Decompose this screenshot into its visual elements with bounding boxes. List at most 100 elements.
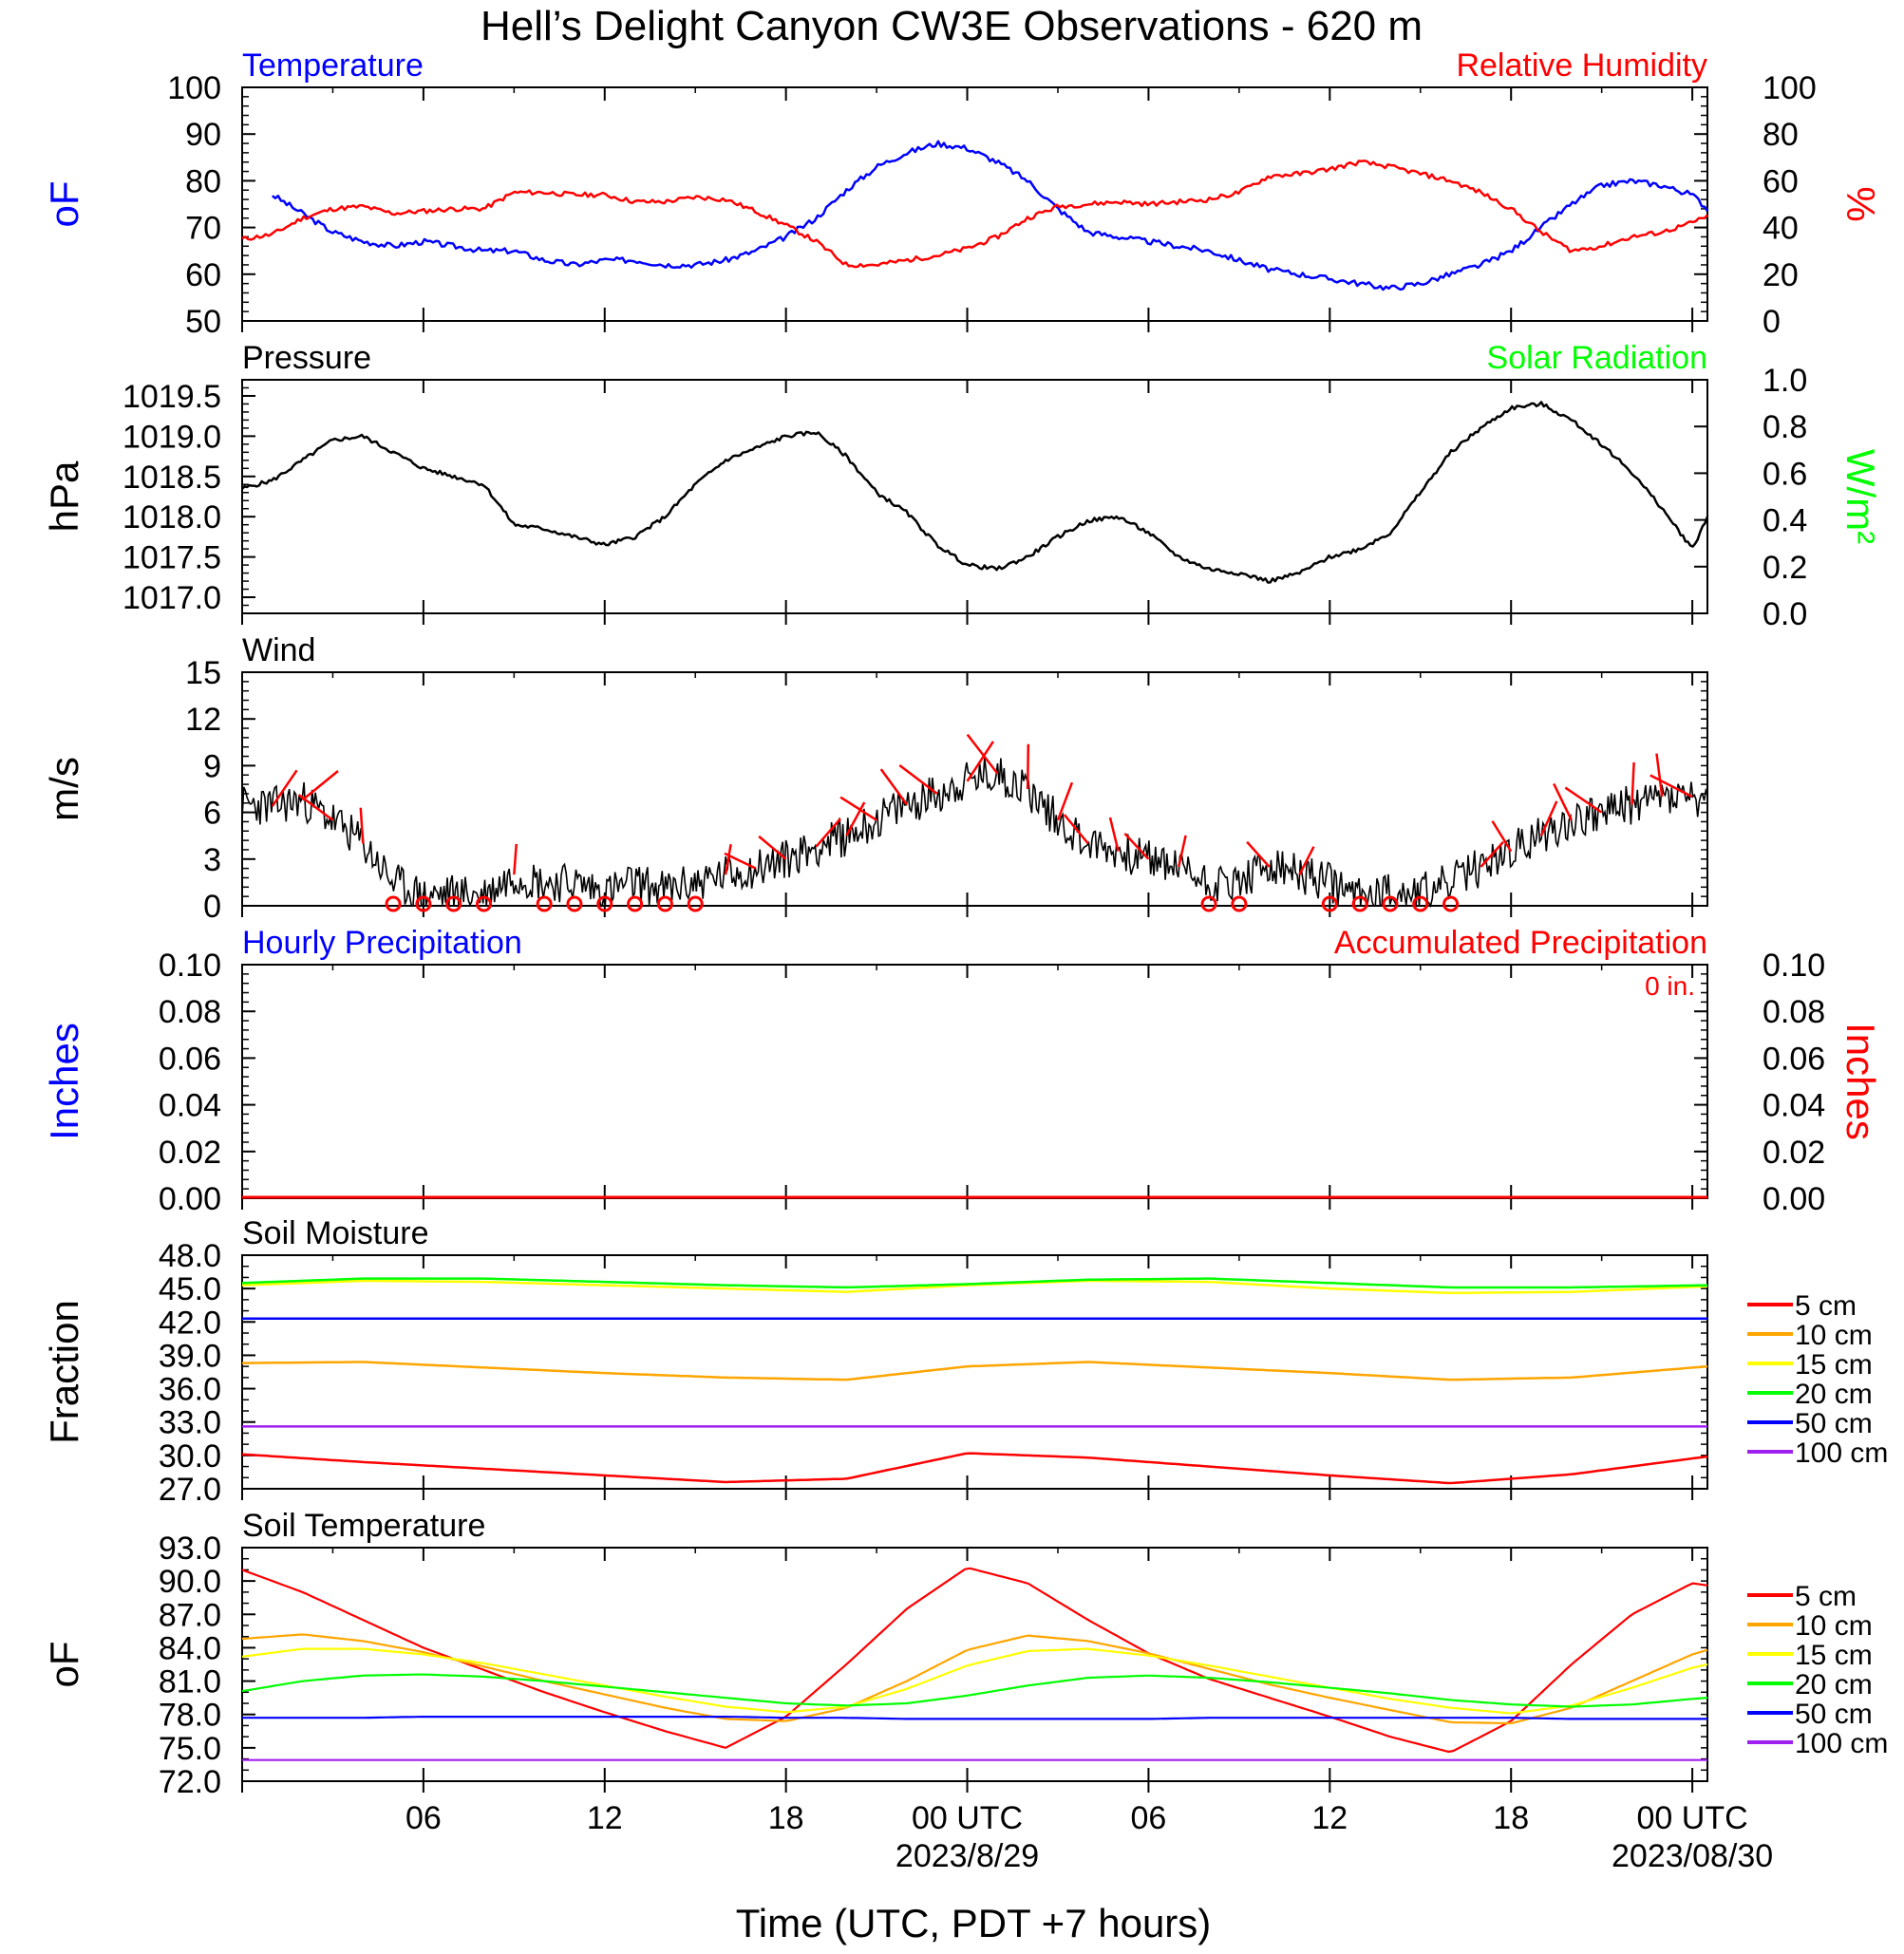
pressure-frame: [241, 379, 1708, 614]
soil-moisture-panel-ytick-label: 39.0: [159, 1338, 221, 1374]
precip-panel-ytick-right-label: 0.08: [1763, 994, 1825, 1030]
wind-barb: [758, 835, 787, 860]
soil-temp-legend-label: 15 cm: [1795, 1640, 1873, 1671]
calm-wind-marker: [1382, 895, 1399, 912]
soil-moisture-units: Fraction: [42, 1300, 86, 1444]
date-label: 2023/08/30: [1612, 1838, 1773, 1874]
soil-temp-series-1: [241, 1567, 1708, 1754]
solar-ytick-label: 0.0: [1763, 596, 1807, 632]
calm-wind-marker: [445, 895, 462, 912]
calm-wind-marker: [596, 895, 613, 912]
calm-wind-marker: [656, 895, 673, 912]
solar-title: Solar Radiation: [1487, 340, 1707, 376]
soil-temp-panel-ytick-label: 87.0: [159, 1597, 221, 1633]
figure-title: Hell’s Delight Canyon CW3E Observations …: [481, 3, 1423, 49]
calm-wind-marker: [385, 895, 402, 912]
wind-barb: [1123, 833, 1150, 860]
solar-units: W/m²: [1838, 449, 1883, 544]
wind-panel-ytick-label: 12: [185, 702, 221, 738]
soil-moisture-panel-ytick-label: 42.0: [159, 1305, 221, 1341]
temp-panel-ytick-right-label: 60: [1763, 163, 1799, 199]
temp-panel-ytick-label: 50: [185, 304, 221, 340]
wind-barb: [1650, 774, 1693, 799]
soil-temp-panel-ytick-label: 90.0: [159, 1564, 221, 1600]
soil-temp-series-3: [241, 1647, 1708, 1715]
temperature-units: oF: [42, 180, 86, 227]
calm-wind-marker: [1321, 895, 1338, 912]
humidity-units: %: [1838, 186, 1883, 221]
soil-temp-units: oF: [42, 1641, 86, 1687]
wind-barb: [1564, 786, 1603, 814]
solar-ytick-label: 1.0: [1763, 363, 1807, 399]
accum-precip-units: Inches: [1838, 1023, 1883, 1140]
wind-barb: [1056, 781, 1074, 821]
date-label: 2023/8/29: [895, 1838, 1039, 1874]
precip-panel-ytick-label: 0.02: [159, 1135, 221, 1171]
wind-barb: [1539, 800, 1558, 836]
x-tick-label: 06: [405, 1800, 442, 1836]
precip-panel-ytick-label: 0.04: [159, 1088, 221, 1124]
wind-barb: [297, 794, 334, 821]
wind-barb: [1298, 846, 1315, 875]
temp-panel-ytick-right-label: 40: [1763, 211, 1799, 247]
soil-moisture-panel-ytick-label: 36.0: [159, 1372, 221, 1408]
precip-panel-ytick-right-label: 0.02: [1763, 1135, 1825, 1171]
hourly-precip-units: Inches: [42, 1023, 86, 1140]
wind-barb: [724, 843, 732, 875]
solar-ytick-label: 0.4: [1763, 503, 1807, 539]
x-tick-label: 18: [768, 1800, 804, 1836]
wind-barb: [845, 801, 866, 836]
soil-moisture-panel-ytick-label: 33.0: [159, 1405, 221, 1441]
wind-barb: [513, 843, 518, 875]
solar-ytick-label: 0.6: [1763, 456, 1807, 492]
pressure-series: [241, 401, 1709, 584]
precip-panel-ytick-right-label: 0.04: [1763, 1088, 1825, 1124]
wind-barb: [898, 764, 938, 795]
solar-ytick-label: 0.8: [1763, 409, 1807, 445]
soil-moisture-series-4: [241, 1277, 1708, 1289]
precip-panel-ytick-right-label: 0.06: [1763, 1041, 1825, 1077]
soil-temp-legend-label: 100 cm: [1795, 1728, 1888, 1759]
hourly-precip-title: Hourly Precipitation: [242, 925, 522, 961]
soil-moisture-legend-label: 100 cm: [1795, 1437, 1888, 1469]
wind-barb: [839, 796, 877, 821]
wind-barb: [1655, 753, 1664, 798]
soil-temp-panel-ytick-label: 84.0: [159, 1630, 221, 1666]
calm-wind-marker: [1351, 895, 1368, 912]
wind-panel-ytick-label: 6: [203, 796, 221, 832]
x-tick-label: 00 UTC: [912, 1800, 1023, 1836]
calm-wind-marker: [566, 895, 583, 912]
wind-barb: [1480, 840, 1504, 868]
x-tick-label: 12: [1311, 1800, 1348, 1836]
soil-temp-legend-label: 20 cm: [1795, 1669, 1873, 1700]
wind-barb: [1553, 782, 1573, 821]
soil-moisture-panel-ytick-label: 48.0: [159, 1238, 221, 1274]
pressure-title: Pressure: [242, 340, 371, 376]
precip-panel-ytick-label: 0.06: [159, 1041, 221, 1077]
wind-barb: [1246, 840, 1271, 868]
temp-panel-ytick-label: 80: [185, 163, 221, 199]
wind-barb: [1108, 817, 1120, 852]
pressure-ytick-label: 1018.0: [123, 499, 221, 535]
calm-wind-marker: [1231, 895, 1248, 912]
soil-temp-panel-ytick-label: 81.0: [159, 1664, 221, 1700]
soil-temp-title: Soil Temperature: [242, 1508, 485, 1544]
calm-wind-marker: [687, 895, 704, 912]
precip-panel-ytick-label: 0.00: [159, 1181, 221, 1217]
wind-barb: [1178, 835, 1187, 868]
soil-temp-series-4: [241, 1673, 1708, 1708]
precip-panel-frame: [241, 964, 1708, 1199]
soil-moisture-title: Soil Moisture: [242, 1215, 429, 1251]
soil-temp-series-2: [241, 1633, 1708, 1725]
soil-temp-legend-label: 50 cm: [1795, 1699, 1873, 1730]
soil-moisture-legend-label: 15 cm: [1795, 1349, 1873, 1381]
calm-wind-marker: [1412, 895, 1429, 912]
soil-temp-panel-ytick-label: 75.0: [159, 1731, 221, 1767]
precip-panel-ytick-label: 0.08: [159, 994, 221, 1030]
temp-panel-ytick-label: 70: [185, 211, 221, 247]
soil-temp-panel-ytick-label: 78.0: [159, 1698, 221, 1734]
temp-panel-ytick-right-label: 80: [1763, 117, 1799, 153]
soil-moisture-panel-ytick-label: 30.0: [159, 1438, 221, 1475]
